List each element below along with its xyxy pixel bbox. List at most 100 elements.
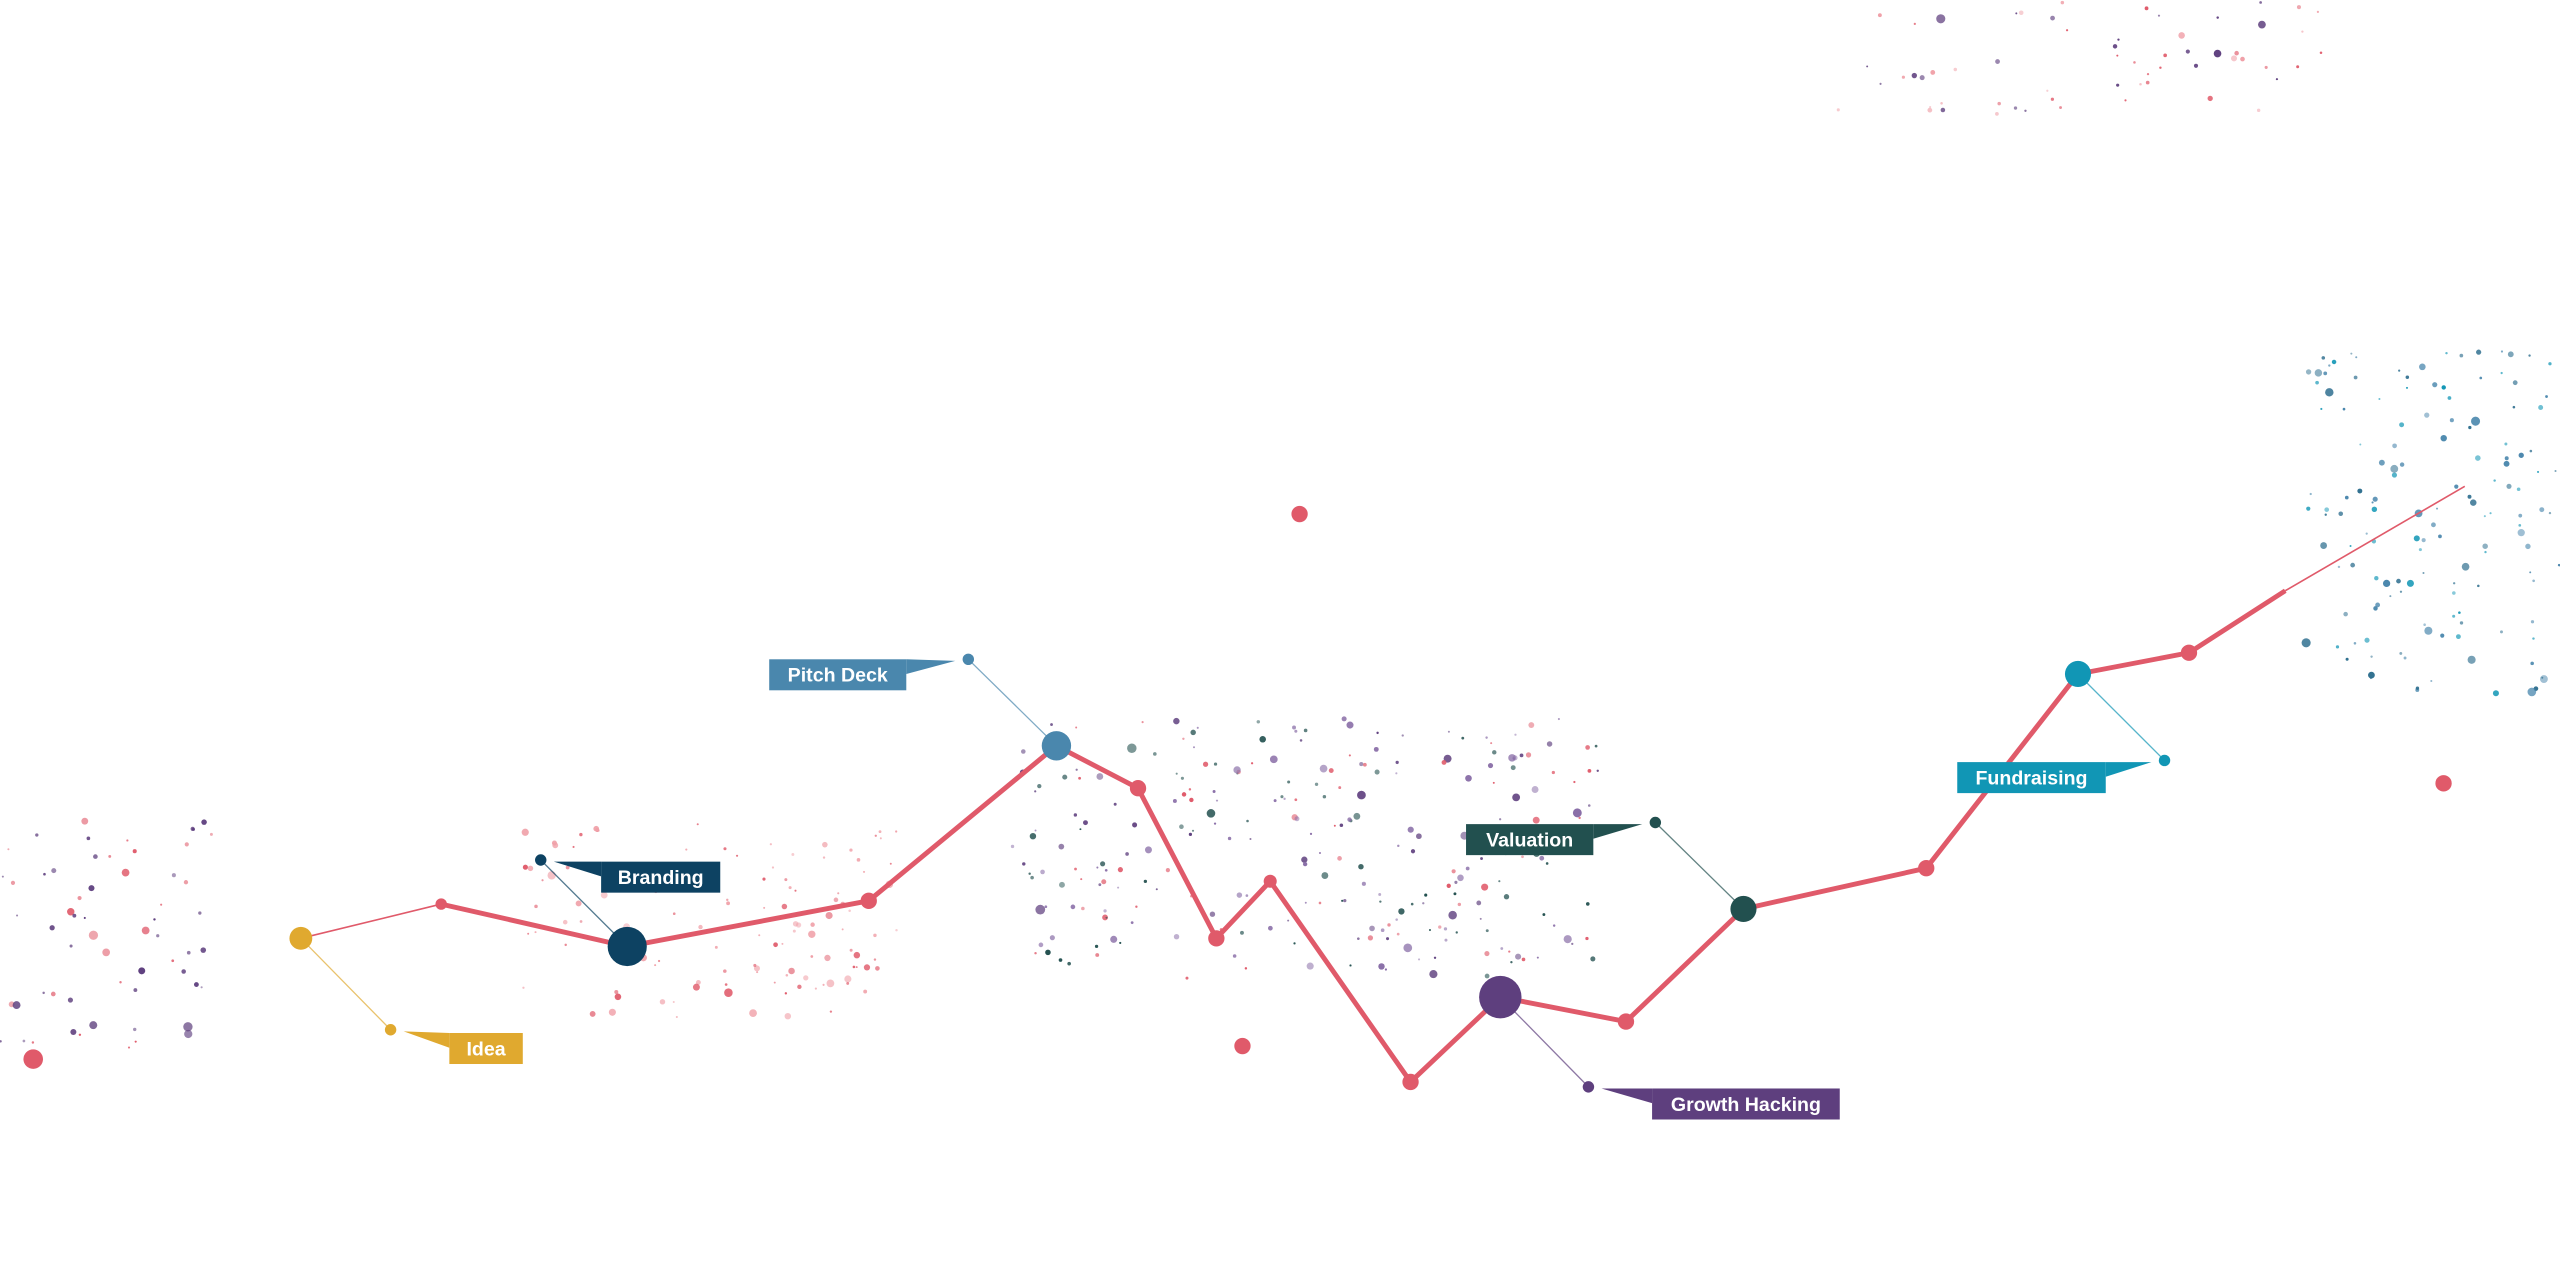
dust-dot (2359, 443, 2362, 446)
dust-dot (2116, 54, 2119, 57)
dust-dot (579, 832, 583, 837)
connector (1654, 822, 1744, 910)
dust-dot (1299, 739, 1303, 742)
dust-dot (2060, 0, 2065, 5)
dust-dot (522, 864, 528, 870)
dust-dot (1395, 772, 1398, 775)
milestone: Branding (535, 854, 721, 967)
dust-dot (2548, 362, 2552, 366)
dust-dot (2504, 442, 2508, 446)
dust-dot (1103, 909, 1107, 913)
dust-dot (784, 1012, 792, 1020)
dust-dot (848, 909, 851, 913)
dust-dot (193, 982, 199, 987)
dust-dot (1232, 954, 1237, 958)
dust-dot (2500, 350, 2504, 353)
vertex (1263, 874, 1277, 888)
dust-dot (1244, 967, 1248, 970)
dust-dot (1029, 832, 1037, 840)
dust-dot (2296, 65, 2300, 69)
dust-dot (1045, 949, 1051, 956)
dust-dot (49, 925, 55, 931)
milestone: Valuation (1466, 816, 1757, 923)
dust-dot (1283, 797, 1286, 800)
dust-dot (895, 830, 898, 833)
label-box (449, 1033, 523, 1065)
dust-dot (2357, 488, 2363, 494)
dust-dot (2399, 651, 2403, 655)
dust-dot (1594, 744, 1598, 748)
dust-dot (2112, 44, 2118, 49)
dust-dot (1304, 901, 1307, 904)
dust-dot (2389, 595, 2392, 598)
milestone: Growth Hacking (1479, 975, 1840, 1120)
dust-dot (579, 920, 583, 923)
dust-dot (1318, 901, 1322, 905)
dust-dot (2325, 388, 2334, 397)
dust-dot (1202, 761, 1209, 767)
dust-dot (1995, 112, 1999, 116)
dust-dot (879, 837, 882, 840)
dust-dot (2364, 637, 2370, 643)
dust-dot (763, 906, 766, 909)
dust-dot (810, 922, 815, 927)
dust-dot (1485, 736, 1488, 739)
dust-dot (1417, 958, 1421, 961)
dust-dot (672, 1000, 675, 1004)
dust-dot (1500, 947, 1504, 950)
dust-dot (551, 840, 557, 846)
dust-dot (1233, 766, 1241, 774)
dust-dot (1447, 730, 1450, 733)
vertex (1208, 930, 1225, 947)
dust-dot (1215, 799, 1219, 802)
dust-dot (1132, 822, 1138, 828)
dust-dot (895, 928, 898, 932)
dust-dot (2500, 630, 2503, 634)
dust-dot (675, 1015, 678, 1019)
dust-dot (2163, 53, 2167, 58)
dust-dot (1997, 101, 2001, 106)
dust-dot (1075, 768, 1078, 771)
dust-dot (1125, 852, 1129, 856)
journey-line-start (300, 903, 442, 940)
dust-dot (1287, 919, 1290, 922)
dust-dot (153, 918, 156, 921)
dust-dot (201, 819, 207, 825)
dust-dot (2432, 382, 2438, 388)
dust-dot (1037, 783, 1042, 789)
dust-dot (1358, 863, 1364, 870)
dust-dot (1485, 929, 1489, 933)
dust-dot (541, 879, 544, 882)
dust-dot (1369, 925, 1375, 932)
dust-dot (1514, 733, 1517, 736)
dust-dot (2475, 455, 2481, 461)
dust-dot (1557, 717, 1560, 721)
dust-dot (1050, 723, 1053, 726)
dust-dot (2454, 484, 2459, 489)
dust-dot (1424, 893, 1428, 897)
dust-dot (844, 975, 852, 983)
dust-dot (600, 891, 608, 899)
dust-dot (792, 921, 799, 927)
dust-dot (2406, 579, 2414, 587)
dust-dot (1227, 836, 1232, 841)
dust-dot (1398, 908, 1405, 915)
dust-dot (726, 898, 729, 902)
dust-dot (1209, 911, 1216, 917)
dust-dot (714, 945, 718, 949)
dust-dot (2403, 656, 2407, 660)
dust-dot (753, 965, 760, 972)
dust-dot (781, 942, 784, 945)
dust-dot (2538, 405, 2544, 410)
dust-dot (2413, 535, 2420, 542)
dust-dot (2013, 106, 2018, 110)
dust-dot (1454, 880, 1458, 884)
small-dot (1582, 1081, 1595, 1093)
dust-dot (534, 931, 537, 934)
dust-dot (2370, 655, 2373, 658)
dust-dot (1321, 872, 1329, 879)
milestone-label: Growth Hacking (1671, 1094, 1821, 1116)
dust-dot (723, 969, 727, 973)
milestone-dot (2064, 660, 2092, 688)
dust-dot (1913, 22, 1916, 25)
